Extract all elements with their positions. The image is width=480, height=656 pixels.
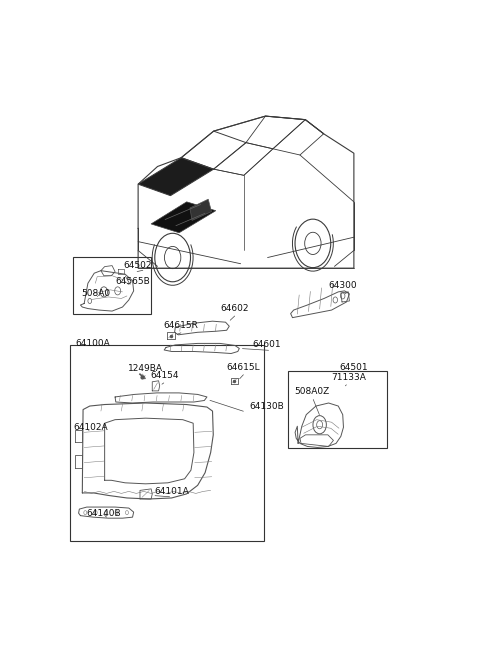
Text: 1249BA: 1249BA (128, 363, 163, 373)
Bar (73, 256, 151, 314)
Text: 508A0: 508A0 (82, 289, 111, 298)
Bar (71, 346, 264, 541)
Text: 64100A: 64100A (76, 339, 110, 348)
Text: 64501: 64501 (340, 363, 368, 372)
Polygon shape (151, 202, 216, 233)
Polygon shape (190, 199, 212, 220)
Text: 64101A: 64101A (155, 487, 190, 496)
Text: 64140B: 64140B (87, 509, 121, 518)
Text: 64300: 64300 (329, 281, 357, 290)
Text: 64102A: 64102A (73, 423, 108, 432)
Text: 64502: 64502 (123, 260, 152, 270)
Text: 64154: 64154 (150, 371, 179, 380)
Text: 64130B: 64130B (250, 402, 285, 411)
Text: 64601: 64601 (252, 340, 281, 350)
Polygon shape (138, 157, 214, 195)
Text: 71133A: 71133A (331, 373, 366, 382)
Text: 64602: 64602 (220, 304, 249, 313)
Text: 508A0Z: 508A0Z (294, 387, 330, 396)
Text: 64615R: 64615R (163, 321, 198, 330)
Text: 64565B: 64565B (115, 277, 150, 286)
Bar (288, 371, 386, 449)
Text: 64615L: 64615L (227, 363, 260, 372)
